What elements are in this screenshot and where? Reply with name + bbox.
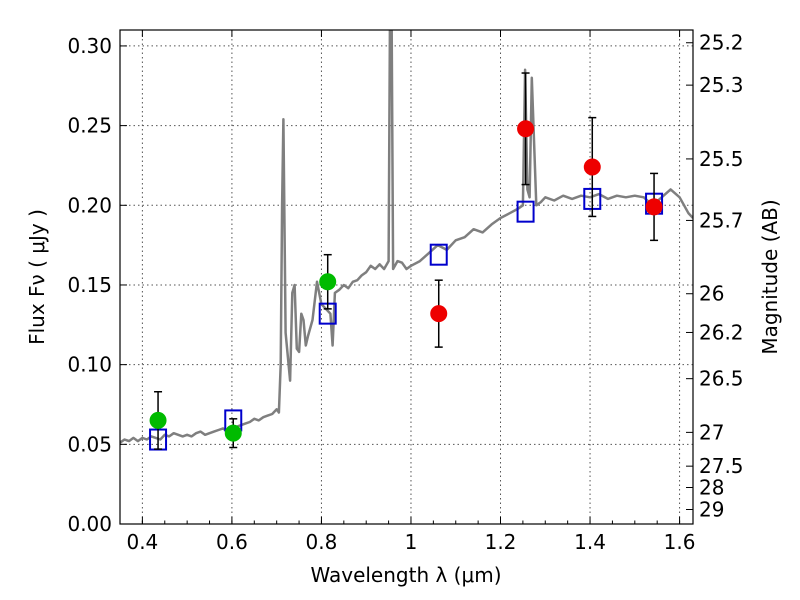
- axes: 0.4 0.6 0.8 1 1.2 1.4 1.6 0.00 0.05 0.10 0.15 0.20 0…: [67, 30, 744, 554]
- observed-point: [149, 411, 167, 429]
- x-tick-label: 1: [405, 530, 418, 554]
- x-tick-label: 1.4: [574, 530, 606, 554]
- mag-tick-label: 26.5: [699, 367, 744, 391]
- mag-tick-label: 25.7: [699, 208, 744, 232]
- model-photometry-point: [516, 200, 535, 223]
- plot-area: [120, 30, 693, 524]
- observed-point: [517, 120, 535, 138]
- x-tick-label: 0.8: [306, 530, 338, 554]
- observed-point: [645, 198, 663, 216]
- x-tick-label: 1.2: [485, 530, 517, 554]
- mag-tick-label: 27.5: [699, 454, 744, 478]
- sed-model-line: [120, 30, 693, 444]
- observed-point: [319, 273, 337, 291]
- model-photometry-point: [429, 243, 448, 266]
- y-tick-label: 0.15: [67, 273, 112, 297]
- y-tick-label: 0.25: [67, 114, 112, 138]
- grid: [120, 30, 693, 525]
- y-tick-label: 0.00: [67, 512, 112, 536]
- mag-tick-label: 26: [699, 282, 724, 306]
- mag-tick-label: 26.2: [699, 320, 744, 344]
- mag-tick-label: 25.5: [699, 147, 744, 171]
- x-tick-label: 0.4: [126, 530, 158, 554]
- x-axis-title: Wavelength λ (μm): [310, 563, 501, 587]
- y-tick-label: 0.05: [67, 432, 112, 456]
- observed-point: [224, 424, 242, 442]
- observed-point: [583, 158, 601, 176]
- mag-tick-label: 28: [699, 476, 724, 500]
- mag-tick-label: 25.3: [699, 73, 744, 97]
- y-tick-label: 0.20: [67, 193, 112, 217]
- x-tick-label: 1.6: [664, 530, 696, 554]
- mag-tick-label: 25.2: [699, 31, 744, 55]
- series-layer: [120, 30, 693, 451]
- x-tick-label: 0.6: [216, 530, 248, 554]
- y-axis-title: Flux Fν ( μJy ): [25, 209, 49, 345]
- mag-tick-label: 29: [699, 497, 724, 521]
- right-axis-title: Magnitude (AB): [758, 199, 782, 354]
- y-tick-label: 0.10: [67, 353, 112, 377]
- observed-point: [430, 305, 448, 323]
- mag-tick-label: 27: [699, 420, 724, 444]
- plot-frame: [119, 29, 694, 525]
- y-tick-label: 0.30: [67, 34, 112, 58]
